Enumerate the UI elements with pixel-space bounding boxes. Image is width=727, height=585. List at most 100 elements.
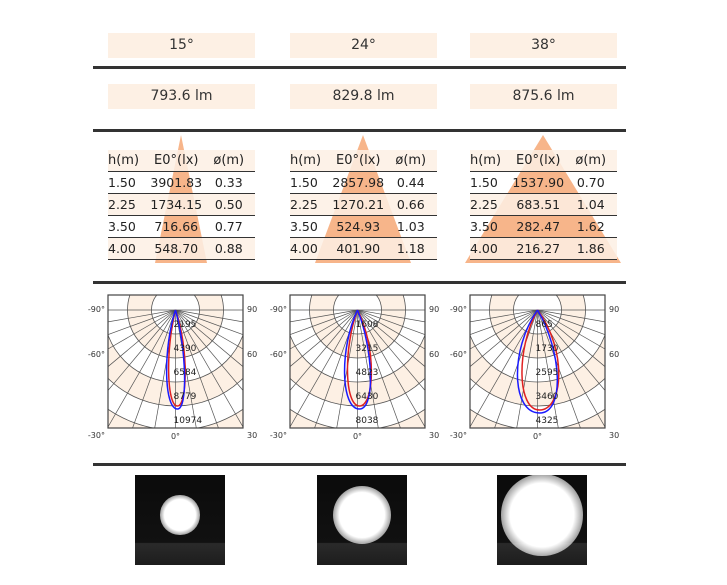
table-row: 1.50 3901.83 0.33 xyxy=(108,172,255,194)
c90-curve xyxy=(516,309,558,414)
polar-radial-line xyxy=(132,309,176,428)
polar-ring-label: 8779 xyxy=(174,392,197,402)
polar-radial-line xyxy=(108,309,176,335)
table-cell: 2.25 xyxy=(470,197,498,212)
polar-radial-line xyxy=(357,309,425,350)
polar-radial-line xyxy=(516,309,538,428)
polar-radial-line xyxy=(108,309,176,428)
angle-label: 30° xyxy=(247,431,258,440)
illuminance-table: h(m) E0°(lx) ø(m) 1.50 1537.90 0.70 2.25 683.51… xyxy=(470,150,617,260)
angle-label: 60° xyxy=(247,350,258,359)
angle-label: -90° xyxy=(270,305,287,314)
polar-ring-label: 1730 xyxy=(536,344,559,354)
polar-radial-line xyxy=(470,309,538,391)
column-header: h(m) xyxy=(470,153,502,168)
polar-radial-line xyxy=(290,309,358,391)
polar-radial-line xyxy=(357,309,425,391)
table-cell: 282.47 xyxy=(516,219,561,234)
column-header: ø(m) xyxy=(395,153,427,168)
polar-radial-line xyxy=(537,309,605,391)
illuminance-table: h(m) E0°(lx) ø(m) 1.50 2857.98 0.44 2.25 1270.2… xyxy=(290,150,437,260)
polar-radial-line xyxy=(537,309,605,323)
table-cell: 1.50 xyxy=(108,175,136,190)
table-cell: 524.93 xyxy=(336,219,381,234)
table-cell: 0.66 xyxy=(396,197,425,212)
table-header: h(m) E0°(lx) ø(m) xyxy=(108,150,255,172)
column-header: E0°(lx) xyxy=(336,153,381,168)
table-cell: 1.50 xyxy=(470,175,498,190)
polar-ring-label: 3460 xyxy=(536,392,559,402)
divider xyxy=(93,463,626,466)
table-cell: 401.90 xyxy=(336,241,381,256)
polar-radial-line xyxy=(290,309,358,428)
table-cell: 3.50 xyxy=(470,219,498,234)
table-cell: 1.04 xyxy=(576,197,605,212)
table-cell: 3.50 xyxy=(108,219,136,234)
table-cell: 548.70 xyxy=(154,241,199,256)
angle-label: 60° xyxy=(429,350,440,359)
table-row: 2.25 1270.21 0.66 xyxy=(290,194,437,216)
table-row: 3.50 282.47 1.62 xyxy=(470,216,617,238)
table-cell: 2.25 xyxy=(108,197,136,212)
table-row: 3.50 716.66 0.77 xyxy=(108,216,255,238)
polar-radial-line xyxy=(470,309,538,350)
polar-ring-label: 10974 xyxy=(174,416,203,426)
column-header: h(m) xyxy=(108,153,140,168)
angle-label: -90° xyxy=(450,305,467,314)
polar-radial-line xyxy=(108,309,176,350)
polar-radial-line xyxy=(108,309,176,323)
polar-radial-line xyxy=(175,309,243,350)
angle-label: -60° xyxy=(450,350,467,359)
polar-radial-line xyxy=(357,309,425,323)
polar-ring-label: 4823 xyxy=(356,368,379,378)
table-cell: 1537.90 xyxy=(512,175,565,190)
table-row: 2.25 1734.15 0.50 xyxy=(108,194,255,216)
polar-radial-line xyxy=(108,309,176,391)
polar-light-distribution-diagram: 865 1730 2595 3460 4325 -90° -60° -30° 90° 60° 30°… xyxy=(450,294,620,441)
angle-label: -30° xyxy=(450,431,467,440)
table-cell: 3.50 xyxy=(290,219,318,234)
angle-label: -90° xyxy=(88,305,105,314)
polar-ring-label: 4390 xyxy=(174,344,197,354)
divider xyxy=(93,66,626,69)
table-row: 4.00 548.70 0.88 xyxy=(108,238,255,260)
table-cell: 1.50 xyxy=(290,175,318,190)
table-cell: 0.33 xyxy=(214,175,243,190)
polar-ring-label: 3215 xyxy=(356,344,379,354)
polar-radial-line xyxy=(537,309,605,335)
polar-light-distribution-diagram: 2195 4390 6584 8779 10974 -90° -60° -30° 90° 60° 3… xyxy=(88,294,258,441)
polar-radial-line xyxy=(175,309,243,335)
table-cell: 216.27 xyxy=(516,241,561,256)
polar-ring-label: 865 xyxy=(536,320,553,330)
polar-radial-line xyxy=(357,309,425,428)
polar-radial-line xyxy=(175,309,243,368)
table-cell: 3901.83 xyxy=(150,175,203,190)
c0-curve xyxy=(521,309,560,411)
table-cell: 683.51 xyxy=(516,197,561,212)
table-row: 1.50 1537.90 0.70 xyxy=(470,172,617,194)
angle-label: 30° xyxy=(609,431,620,440)
polar-radial-line xyxy=(290,309,358,368)
polar-ring-label: 2195 xyxy=(174,320,197,330)
polar-radial-line xyxy=(175,309,243,428)
lumen-label: 875.6 lm xyxy=(470,84,617,109)
table-cell: 4.00 xyxy=(108,241,136,256)
polar-radial-line xyxy=(537,309,559,428)
polar-radial-line xyxy=(175,309,243,323)
c0-curve xyxy=(167,309,186,407)
lumen-label: 829.8 lm xyxy=(290,84,437,109)
polar-ring-label: 2595 xyxy=(536,368,559,378)
table-cell: 0.88 xyxy=(214,241,243,256)
table-row: 1.50 2857.98 0.44 xyxy=(290,172,437,194)
polar-radial-line xyxy=(175,309,219,428)
illuminance-table: h(m) E0°(lx) ø(m) 1.50 3901.83 0.33 2.25 1734.1… xyxy=(108,150,255,260)
polar-radial-line xyxy=(470,309,538,335)
table-cell: 2857.98 xyxy=(332,175,385,190)
table-cell: 1.18 xyxy=(396,241,425,256)
table-cell: 1270.21 xyxy=(332,197,385,212)
polar-ring-label: 6430 xyxy=(356,392,379,402)
polar-radial-line xyxy=(537,309,605,350)
angle-label: -60° xyxy=(270,350,287,359)
angle-label: 90° xyxy=(609,305,620,314)
angle-label: 90° xyxy=(429,305,440,314)
